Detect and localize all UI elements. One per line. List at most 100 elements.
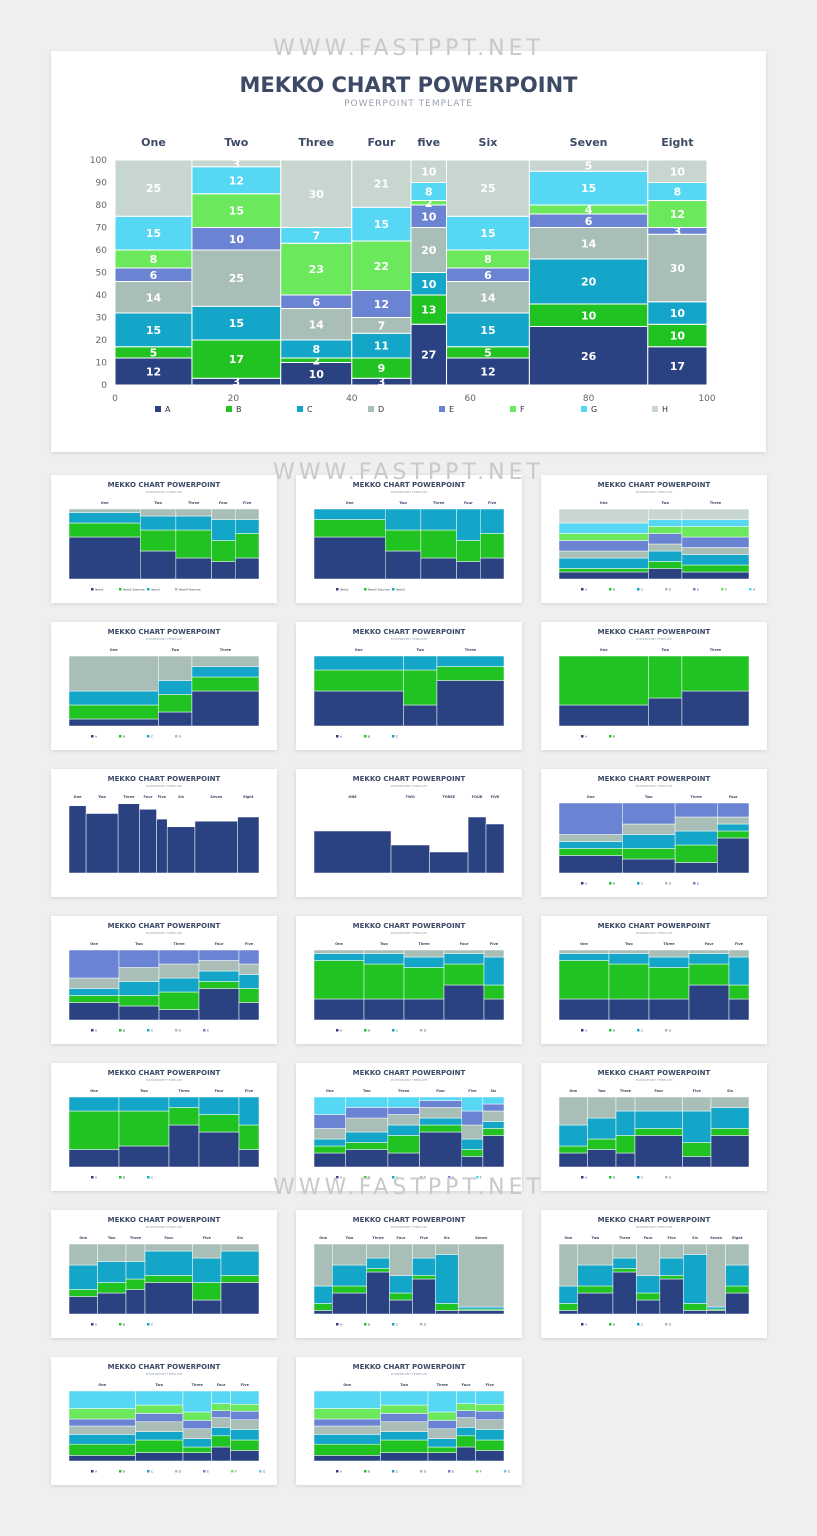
thumbnail-slide[interactable]: MEKKO CHART POWERPOINT POWERPOINT TEMPLAT… <box>51 769 277 897</box>
thumbnail-legend-label: E <box>207 1029 209 1033</box>
thumbnail-legend-swatch <box>175 735 178 738</box>
thumbnail-legend-swatch <box>448 1176 451 1179</box>
thumbnail-legend-swatch <box>364 735 367 738</box>
thumbnail-segment <box>443 963 485 986</box>
thumbnail-segment <box>648 561 683 569</box>
thumbnail-subtitle: POWERPOINT TEMPLATE <box>146 1225 183 1229</box>
thumbnail-segment <box>238 974 260 989</box>
thumbnail-category-label: Three <box>123 795 135 799</box>
thumbnail-legend-swatch <box>448 1470 451 1473</box>
thumbnail-legend-label: C <box>396 1176 398 1180</box>
thumbnail-segment <box>682 1156 712 1168</box>
thumbnail-segment <box>380 1431 429 1441</box>
y-tick-label: 30 <box>96 314 108 324</box>
thumbnail-subtitle: POWERPOINT TEMPLATE <box>636 1225 673 1229</box>
thumbnail-slide[interactable]: MEKKO CHART POWERPOINT POWERPOINT TEMPLAT… <box>296 1357 522 1485</box>
thumbnail-legend-swatch <box>665 1176 668 1179</box>
thumbnail-segment <box>648 697 683 727</box>
thumbnail-segment <box>68 690 159 706</box>
thumbnail-segment <box>97 1292 127 1315</box>
thumbnail-legend-swatch <box>420 1176 423 1179</box>
thumbnail-segment <box>558 1152 588 1168</box>
thumbnail-segment <box>558 855 623 874</box>
thumbnail-slide[interactable]: MEKKO CHART POWERPOINT POWERPOINT TEMPLAT… <box>51 475 277 603</box>
thumbnail-segment <box>192 1282 222 1301</box>
thumbnail-category-label: Three <box>192 1383 204 1387</box>
thumbnail-slide[interactable]: MEKKO CHART POWERPOINT POWERPOINT TEMPLAT… <box>296 916 522 1044</box>
thumbnail-segment <box>313 949 365 954</box>
thumbnail-slide[interactable]: MEKKO CHART POWERPOINT POWERPOINT TEMPLAT… <box>541 1063 767 1191</box>
thumbnail-legend-label: C <box>151 735 153 739</box>
segment-value-label: 14 <box>146 291 162 304</box>
thumbnail-slide[interactable]: MEKKO CHART POWERPOINT POWERPOINT TEMPLAT… <box>541 769 767 897</box>
thumbnail-segment <box>427 1411 457 1421</box>
segment-value-label: 15 <box>581 182 596 195</box>
thumbnail-legend-swatch <box>175 1470 178 1473</box>
segment-value-label: 15 <box>146 227 161 240</box>
y-tick-label: 50 <box>96 269 108 279</box>
thumbnail-slide[interactable]: MEKKO CHART POWERPOINT POWERPOINT TEMPLAT… <box>296 475 522 603</box>
thumbnail-slide[interactable]: MEKKO CHART POWERPOINT POWERPOINT TEMPLAT… <box>51 916 277 1044</box>
thumbnail-category-label: Three <box>465 648 477 652</box>
thumbnail-segment <box>68 1149 120 1168</box>
thumbnail-segment <box>480 557 505 580</box>
segment-value-label: 3 <box>233 157 241 170</box>
thumbnail-segment <box>198 988 240 1021</box>
thumbnail-subtitle: POWERPOINT TEMPLATE <box>636 637 673 641</box>
thumbnail-slide[interactable]: MEKKO CHART POWERPOINT POWERPOINT TEMPLAT… <box>296 769 522 897</box>
thumbnail-category-label: Two <box>400 1383 408 1387</box>
thumbnail-segment <box>427 1446 457 1453</box>
thumbnail-slide[interactable]: MEKKO CHART POWERPOINT POWERPOINT TEMPLAT… <box>296 1210 522 1338</box>
thumbnail-legend-swatch <box>91 735 94 738</box>
thumbnail-segment <box>192 1299 222 1315</box>
thumbnail-slide[interactable]: MEKKO CHART POWERPOINT POWERPOINT TEMPLAT… <box>541 622 767 750</box>
thumbnail-segment <box>681 508 750 520</box>
thumbnail-slide[interactable]: MEKKO CHART POWERPOINT POWERPOINT TEMPLAT… <box>51 1063 277 1191</box>
thumbnail-segment <box>483 984 505 1000</box>
thumbnail-segment <box>558 1124 588 1147</box>
segment-value-label: 6 <box>150 269 158 282</box>
thumbnail-segment <box>674 816 718 832</box>
thumbnail-slide[interactable]: MEKKO CHART POWERPOINT POWERPOINT TEMPLAT… <box>51 1210 277 1338</box>
thumbnail-legend-swatch <box>665 1029 668 1032</box>
thumbnail-slide[interactable]: MEKKO CHART POWERPOINT POWERPOINT TEMPLAT… <box>51 622 277 750</box>
thumbnail-segment <box>211 540 236 562</box>
thumbnail-category-label: Five <box>158 795 167 799</box>
thumbnail-legend-label: A <box>340 1176 343 1180</box>
thumbnail-category-label: Two <box>598 1089 606 1093</box>
thumbnail-segment <box>648 508 683 520</box>
thumbnail-slide[interactable]: MEKKO CHART POWERPOINT POWERPOINT TEMPLAT… <box>296 622 522 750</box>
thumbnail-segment <box>648 533 683 545</box>
thumbnail-slide[interactable]: MEKKO CHART POWERPOINT POWERPOINT TEMPLAT… <box>51 1357 277 1485</box>
thumbnail-category-label: Seven <box>210 795 223 799</box>
thumbnail-segment <box>68 1264 98 1290</box>
legend-swatch-B <box>226 406 232 412</box>
segment-value-label: 8 <box>484 253 492 266</box>
thumbnail-legend-label: F <box>480 1470 482 1474</box>
thumbnail-category-label: Two <box>380 942 388 946</box>
thumbnail-segment <box>211 508 236 520</box>
thumbnail-segment <box>144 1282 193 1315</box>
segment-value-label: 15 <box>229 205 244 218</box>
thumbnail-segment <box>683 1254 708 1304</box>
thumbnail-segment <box>182 1390 212 1413</box>
thumbnail-legend-swatch <box>693 588 696 591</box>
thumbnail-segment <box>135 1413 184 1423</box>
thumbnail-segment <box>238 1149 260 1168</box>
thumbnail-slide[interactable]: MEKKO CHART POWERPOINT POWERPOINT TEMPLAT… <box>296 1063 522 1191</box>
thumbnail-segment <box>313 1285 333 1304</box>
thumbnail-segment <box>457 1310 505 1315</box>
thumbnail-segment <box>717 837 750 874</box>
thumbnail-legend-label: A <box>585 588 588 592</box>
thumbnail-slide[interactable]: MEKKO CHART POWERPOINT POWERPOINT TEMPLAT… <box>541 475 767 603</box>
main-slide: MEKKO CHART POWERPOINT POWERPOINT TEMPLA… <box>51 51 766 452</box>
thumbnail-category-label: One <box>326 1089 334 1093</box>
thumbnail-segment <box>648 543 683 552</box>
thumbnail-slide[interactable]: MEKKO CHART POWERPOINT POWERPOINT TEMPLAT… <box>541 916 767 1044</box>
thumbnail-legend-label: A <box>95 1323 98 1327</box>
thumbnail-slide[interactable]: MEKKO CHART POWERPOINT POWERPOINT TEMPLAT… <box>541 1210 767 1338</box>
thumbnail-category-label: Four <box>397 1236 406 1240</box>
thumbnail-category-label: Seven <box>475 1236 488 1240</box>
